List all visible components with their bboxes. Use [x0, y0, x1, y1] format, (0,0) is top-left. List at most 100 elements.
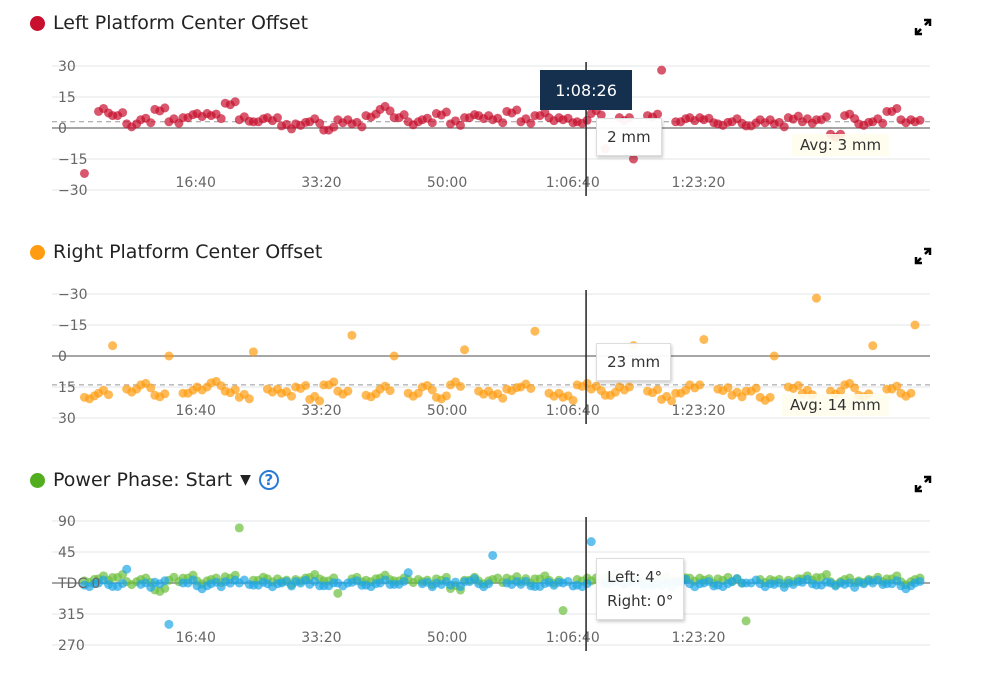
data-point [765, 392, 775, 402]
expand-icon[interactable] [914, 475, 932, 493]
data-point [216, 114, 226, 124]
x-tick-label: 1:06:40 [546, 630, 600, 646]
data-point [118, 578, 128, 588]
data-point [343, 386, 353, 396]
data-point [333, 588, 343, 598]
data-point [741, 616, 751, 626]
y-tick-label: TDC 0 [57, 576, 100, 592]
data-point [868, 341, 878, 351]
tooltip-left: Left: 4° [607, 568, 663, 586]
y-tick-label: 30 [58, 59, 76, 75]
data-point [403, 568, 413, 578]
data-point [234, 523, 244, 533]
data-point [751, 383, 761, 393]
dropdown-caret-icon[interactable]: ▼ [240, 472, 251, 488]
expand-icon[interactable] [914, 247, 932, 265]
data-point [628, 154, 638, 164]
data-point [357, 122, 367, 132]
legend-dot-icon [30, 244, 45, 260]
data-point [441, 107, 451, 117]
x-tick-label: 50:00 [427, 403, 467, 419]
data-point [779, 122, 789, 132]
x-tick-label: 50:00 [427, 630, 467, 646]
y-tick-label: 45 [58, 545, 76, 561]
help-icon[interactable]: ? [258, 470, 279, 490]
data-point [582, 115, 592, 125]
data-point [385, 106, 395, 116]
data-point [530, 326, 540, 336]
data-point [389, 351, 399, 361]
data-point [230, 385, 240, 395]
data-point [230, 97, 240, 107]
data-point [821, 112, 831, 122]
y-tick-label: 30 [58, 411, 76, 427]
data-point [596, 110, 606, 120]
data-point [315, 396, 325, 406]
data-point [624, 382, 634, 392]
legend-dot-icon [30, 15, 45, 31]
x-tick-label: 33:20 [301, 403, 341, 419]
data-point [160, 389, 170, 399]
data-point [329, 122, 339, 132]
power-phase-chart[interactable]: 270 315 TDC 0 45 90 16:40 33:20 50:00 1:06:40 1:2… [0, 0, 990, 660]
power-phase-selector[interactable]: Power Phase: Start [53, 469, 233, 491]
data-point [821, 569, 831, 579]
x-tick-label: 1:23:20 [671, 175, 725, 191]
data-point [526, 384, 536, 393]
data-point [301, 381, 311, 390]
data-point [399, 576, 409, 586]
data-point [512, 105, 522, 115]
data-point [850, 383, 860, 393]
data-point [118, 108, 128, 118]
chart-title: Left Platform Center Offset [53, 12, 309, 34]
data-point [910, 320, 920, 330]
y-tick-label: 90 [58, 514, 76, 530]
data-point [811, 293, 821, 303]
data-point [498, 393, 508, 403]
data-point [248, 347, 258, 357]
x-tick-label: 16:40 [176, 630, 216, 646]
right-offset-tooltip: 23 mm [596, 343, 672, 381]
y-tick-label: 15 [58, 380, 76, 396]
data-point [892, 381, 902, 391]
power-phase-tooltip: Left: 4° Right: 0° [596, 558, 685, 620]
legend-dot-icon [30, 472, 45, 488]
data-point [385, 386, 395, 396]
y-tick-label: 270 [58, 638, 85, 654]
data-point [122, 564, 132, 574]
data-point [723, 383, 733, 393]
data-point [695, 380, 705, 390]
y-tick-label: 15 [58, 90, 76, 106]
data-point [79, 168, 89, 178]
data-point [108, 341, 118, 351]
y-tick-label: −15 [58, 318, 88, 334]
left-offset-title: Left Platform Center Offset [30, 12, 308, 34]
data-point [892, 103, 902, 113]
data-point [586, 537, 596, 547]
y-tick-label: 0 [58, 121, 67, 137]
data-point [484, 579, 494, 589]
x-tick-label: 50:00 [427, 175, 467, 191]
data-point [667, 396, 677, 406]
data-point [160, 576, 170, 586]
data-point [582, 579, 592, 589]
power-phase-title[interactable]: Power Phase: Start ▼? [30, 469, 279, 491]
x-tick-label: 16:40 [176, 175, 216, 191]
data-point [699, 334, 709, 344]
data-point [769, 351, 779, 361]
data-point [287, 391, 297, 401]
data-point [329, 377, 339, 387]
chart-title: Right Platform Center Offset [53, 241, 323, 263]
data-point [455, 120, 465, 130]
data-point [653, 385, 663, 395]
expand-icon[interactable] [914, 18, 932, 36]
x-tick-label: 33:20 [301, 630, 341, 646]
x-tick-label: 1:23:20 [671, 403, 725, 419]
data-point [104, 390, 114, 400]
x-tick-label: 33:20 [301, 175, 341, 191]
data-point [488, 550, 498, 560]
data-point [272, 113, 282, 123]
data-point [878, 118, 888, 128]
